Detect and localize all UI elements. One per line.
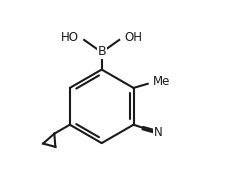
Text: HO: HO	[61, 31, 79, 44]
Text: N: N	[153, 126, 162, 139]
Text: B: B	[97, 45, 106, 58]
Text: Me: Me	[152, 75, 169, 88]
Text: OH: OH	[124, 31, 142, 44]
